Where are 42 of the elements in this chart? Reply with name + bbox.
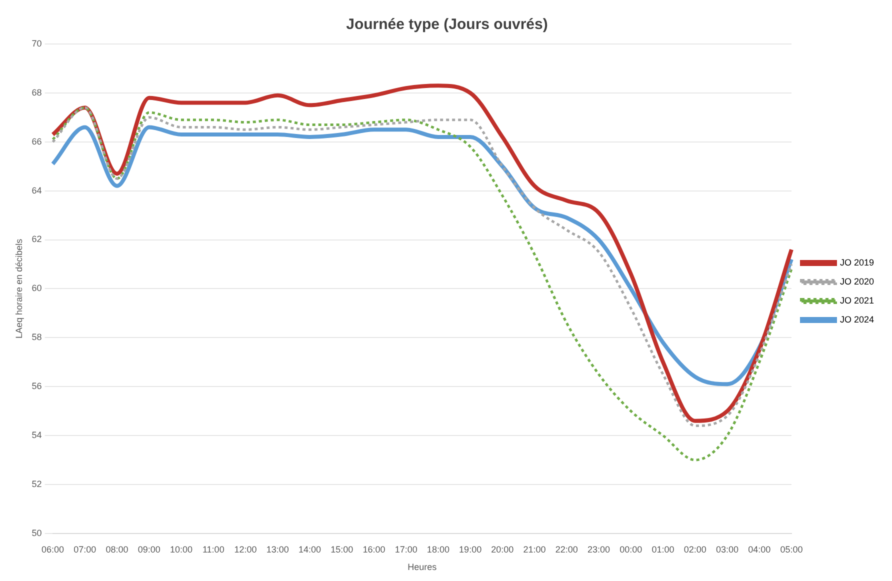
y-tick-label: 56 (32, 381, 42, 392)
x-tick-label: 17:00 (394, 544, 418, 554)
x-tick-label: 05:00 (780, 544, 803, 554)
y-tick-label: 70 (32, 38, 42, 48)
y-tick-label: 52 (32, 478, 42, 489)
legend-label: JO 2024 (840, 314, 874, 324)
chart-title: Journée type (Jours ouvrés) (346, 16, 548, 34)
x-axis-title: Heures (408, 562, 438, 572)
legend-label: JO 2020 (840, 276, 874, 286)
x-tick-label: 09:00 (138, 544, 160, 554)
x-tick-label: 03:00 (716, 544, 739, 554)
y-tick-label: 50 (32, 528, 42, 538)
x-tick-label: 00:00 (620, 544, 642, 554)
x-tick-label: 15:00 (330, 544, 354, 554)
x-tick-label: 10:00 (170, 544, 193, 554)
y-tick-label: 58 (32, 332, 42, 342)
x-tick-label: 16:00 (362, 544, 386, 554)
y-tick-label: 68 (32, 87, 42, 98)
x-tick-label: 19:00 (459, 544, 482, 554)
x-tick-label: 06:00 (42, 544, 64, 554)
y-tick-label: 54 (32, 430, 42, 440)
legend-label: JO 2019 (840, 257, 874, 268)
x-tick-label: 21:00 (523, 544, 546, 554)
x-tick-label: 02:00 (684, 544, 706, 554)
x-tick-label: 08:00 (106, 544, 128, 554)
x-tick-label: 23:00 (588, 544, 610, 554)
x-tick-label: 22:00 (555, 544, 578, 554)
y-tick-label: 66 (32, 136, 42, 146)
y-tick-label: 60 (32, 283, 42, 294)
x-tick-label: 01:00 (652, 544, 674, 554)
x-tick-label: 04:00 (748, 544, 771, 554)
x-tick-label: 07:00 (74, 544, 96, 554)
x-tick-label: 18:00 (426, 544, 450, 554)
x-tick-label: 14:00 (298, 544, 322, 554)
y-tick-label: 62 (32, 234, 42, 244)
legend-label: JO 2021 (840, 295, 874, 306)
y-axis-title: LAeq horaire en décibels (14, 238, 24, 338)
x-tick-label: 12:00 (234, 544, 257, 554)
x-tick-label: 20:00 (491, 544, 514, 554)
x-tick-label: 13:00 (266, 544, 289, 554)
y-tick-label: 64 (32, 185, 42, 196)
x-tick-label: 11:00 (202, 544, 224, 554)
